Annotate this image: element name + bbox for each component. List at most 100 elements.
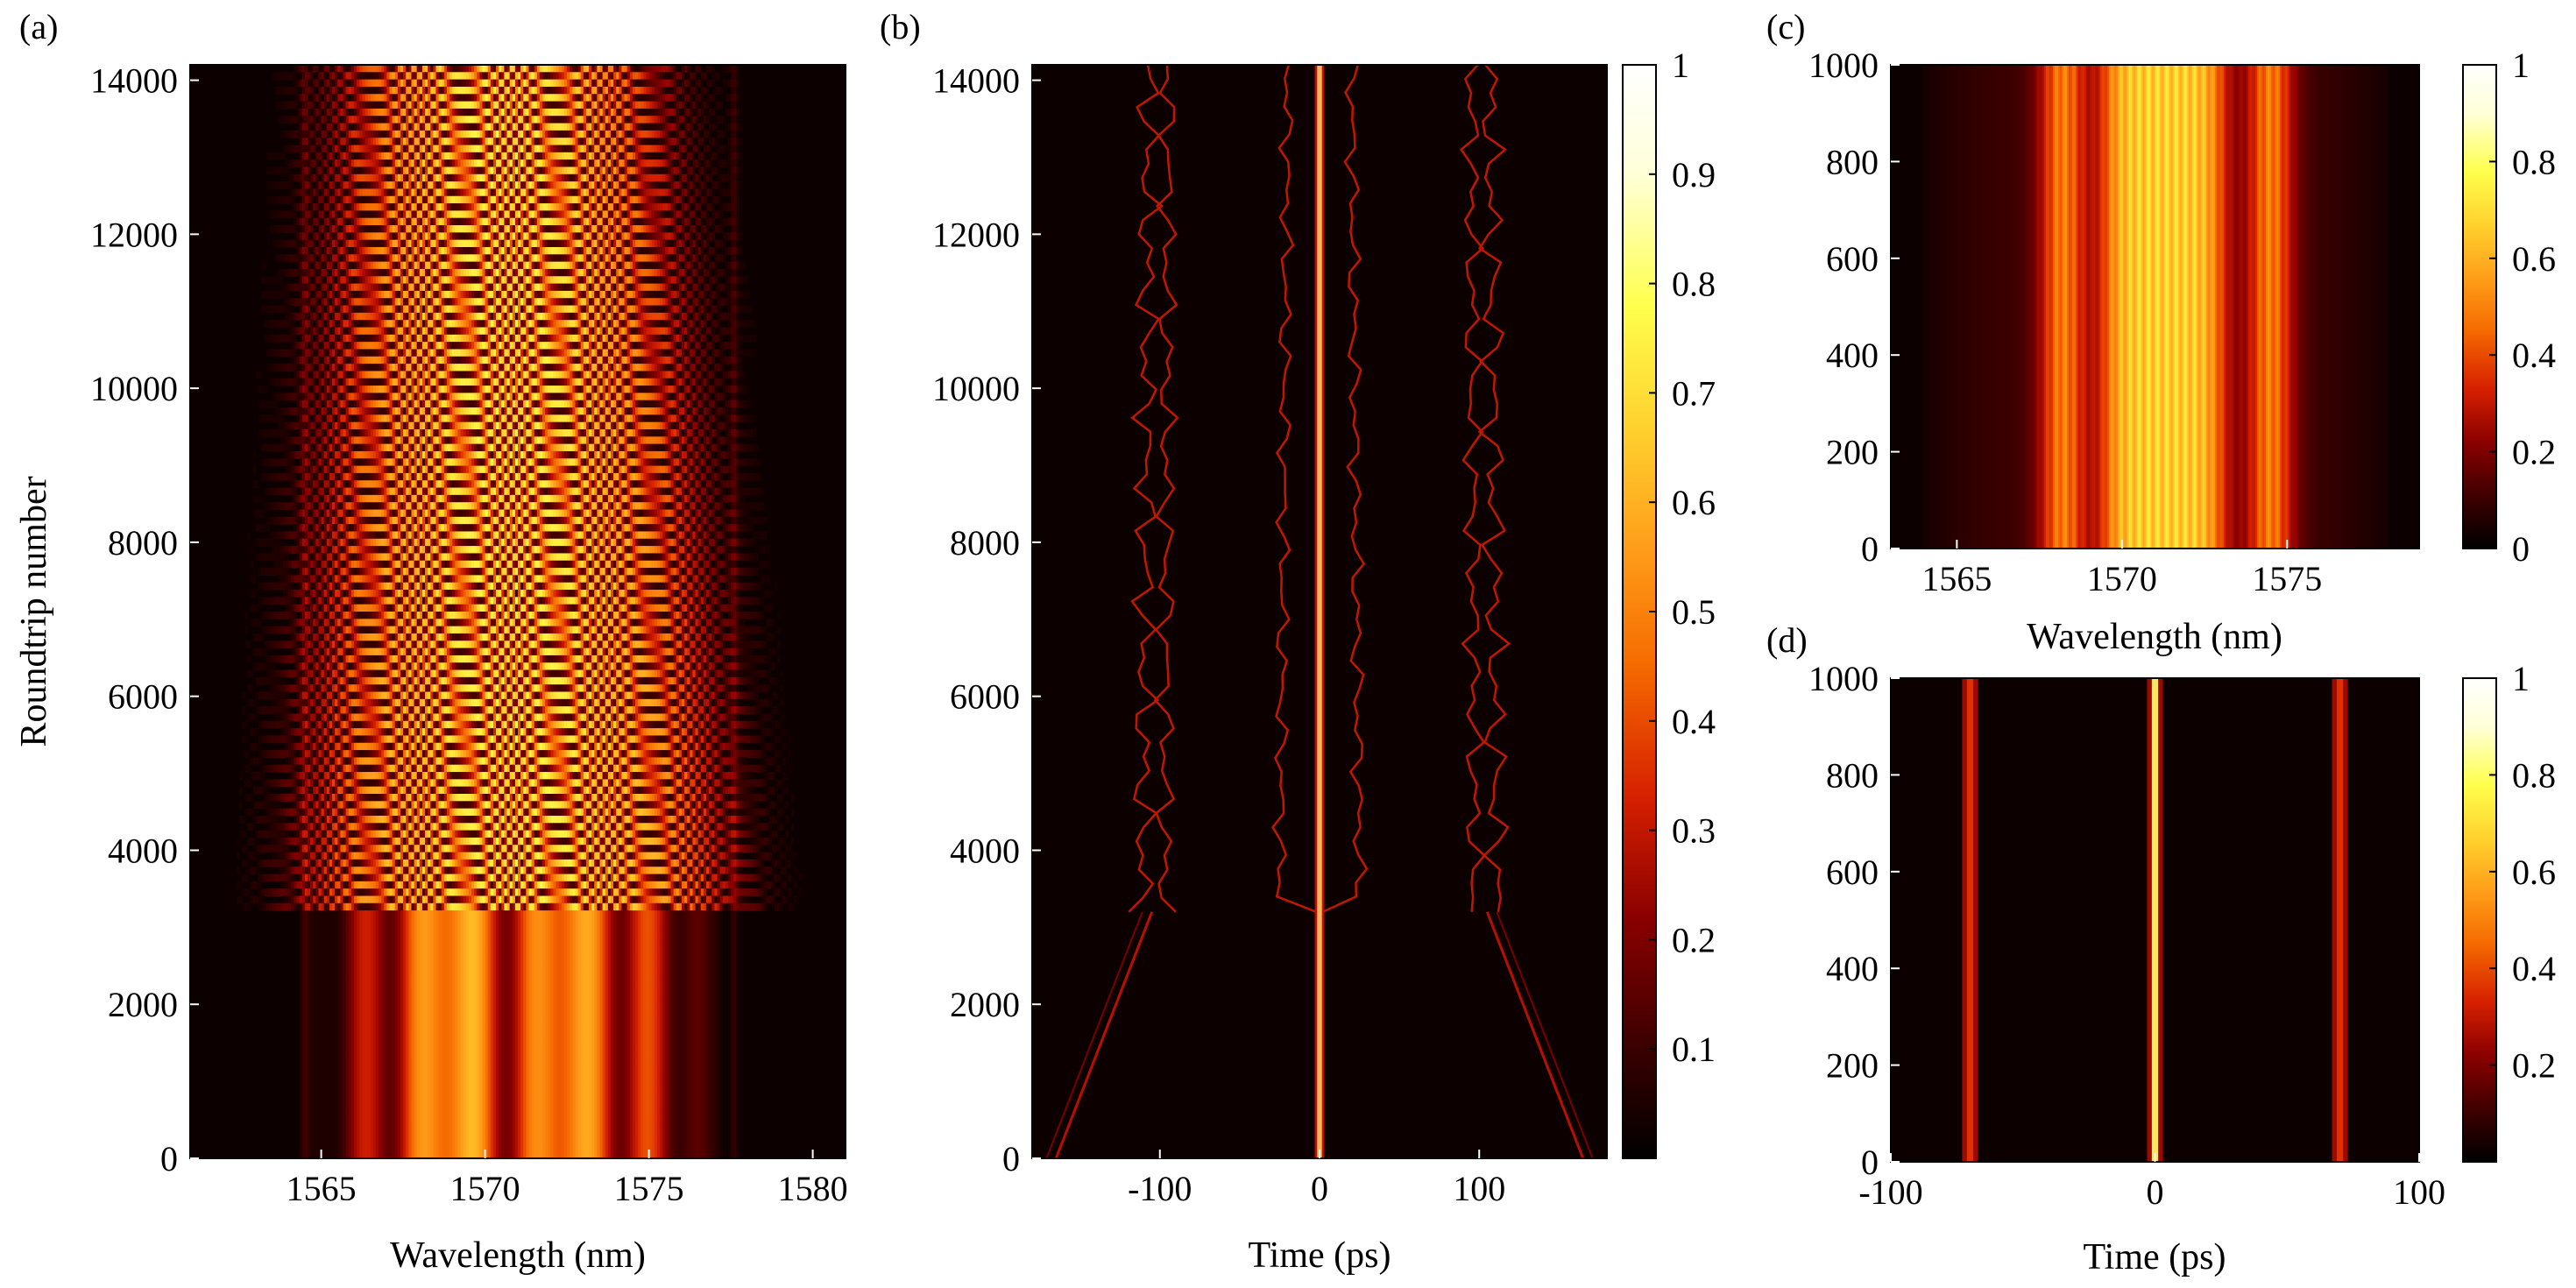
heatmap-cell <box>711 65 715 73</box>
heatmap-cell <box>676 80 680 88</box>
heatmap-cell <box>679 152 683 160</box>
heatmap-cell <box>313 102 316 110</box>
heatmap-cell <box>704 152 707 160</box>
heatmap-cell <box>690 247 693 255</box>
heatmap-cell <box>288 166 292 174</box>
heatmap-cell <box>679 138 683 145</box>
heatmap-cell <box>690 232 693 240</box>
heatmap-cell <box>709 284 712 292</box>
heatmap-cell <box>709 269 712 277</box>
heatmap-cell <box>682 72 685 80</box>
heatmap-cell <box>723 116 726 124</box>
heatmap-cell <box>736 116 740 124</box>
heatmap-cell <box>690 94 693 102</box>
heatmap-cell <box>696 116 699 124</box>
heatmap-cell <box>704 181 707 189</box>
heatmap-cell <box>736 196 740 204</box>
heatmap-cell <box>711 80 715 88</box>
heatmap-cell <box>718 72 721 80</box>
heatmap-cell <box>318 109 322 117</box>
heatmap-cell <box>692 152 696 160</box>
figure: (a) 1565 1570 1575 158002000400060008000100… <box>0 0 2576 1288</box>
heatmap-cell <box>318 94 322 102</box>
heatmap-cell <box>682 196 685 204</box>
heatmap-cell <box>714 262 718 270</box>
heatmap-cell <box>736 210 740 218</box>
heatmap-cell <box>739 181 742 189</box>
heatmap-cell <box>698 174 702 182</box>
heatmap-cell <box>709 174 712 182</box>
heatmap-cell <box>706 240 710 248</box>
heatmap-cell <box>687 159 690 167</box>
heatmap-cell <box>698 145 702 153</box>
heatmap-cell <box>690 124 693 131</box>
heatmap-cell <box>723 131 726 138</box>
heatmap-cell <box>313 87 316 95</box>
heatmap-cell <box>283 152 287 160</box>
heatmap-cell <box>701 262 704 270</box>
heatmap-cell <box>736 87 740 95</box>
heatmap-cell <box>698 203 702 211</box>
heatmap-cell <box>696 102 699 110</box>
heatmap-cell <box>698 65 702 73</box>
heatmap-cell <box>696 240 699 248</box>
heatmap-cell <box>310 166 314 174</box>
heatmap-cell <box>736 109 740 117</box>
heatmap-cell <box>313 254 316 262</box>
heatmap-cell <box>720 102 724 110</box>
heatmap-cell <box>706 87 710 95</box>
heatmap-cell <box>718 196 721 204</box>
heatmap-cell <box>736 145 740 153</box>
heatmap-cell <box>711 94 715 102</box>
heatmap-cell <box>684 131 688 138</box>
heatmap-cell <box>736 188 740 196</box>
heatmap-cell <box>696 225 699 233</box>
heatmap-cell <box>742 262 746 270</box>
heatmap-cell <box>709 145 712 153</box>
heatmap-cell <box>739 124 742 131</box>
heatmap-cell <box>706 225 710 233</box>
heatmap-cell <box>294 72 297 80</box>
heatmap-cell <box>701 138 704 145</box>
heatmap-cell <box>736 174 740 182</box>
heatmap-cell <box>706 254 710 262</box>
heatmap-cell <box>704 196 707 204</box>
heatmap-cell <box>310 196 314 204</box>
heatmap-cell <box>701 124 704 131</box>
heatmap-cell <box>736 203 740 211</box>
panel-label-a: (a) <box>19 7 58 46</box>
heatmap-cell <box>701 232 704 240</box>
heatmap-cell <box>696 254 699 262</box>
heatmap-cell <box>690 80 693 88</box>
heatmap-cell <box>692 196 696 204</box>
heatmap-cell <box>701 109 704 117</box>
heatmap-cell <box>698 159 702 167</box>
heatmap-cell <box>718 181 721 189</box>
heatmap-cell <box>739 247 742 255</box>
heatmap-cell <box>308 262 311 270</box>
panel-a: (a) 1565 1570 1575 158002000400060008000100… <box>14 7 848 1276</box>
heatmap-cell <box>687 174 690 182</box>
heatmap-cell <box>706 102 710 110</box>
heatmap-cell <box>723 254 726 262</box>
heatmap-cell <box>720 225 724 233</box>
heatmap-cell <box>736 131 740 138</box>
heatmap-cell <box>692 181 696 189</box>
heatmap-cell <box>308 109 311 117</box>
heatmap-cell <box>684 102 688 110</box>
heatmap-cell <box>706 131 710 138</box>
heatmap-cell <box>315 188 319 196</box>
heatmap-cell <box>720 87 724 95</box>
heatmap-cell <box>736 269 740 277</box>
heatmap-cell <box>324 102 328 110</box>
heatmap-cell <box>704 276 707 284</box>
heatmap-cell <box>736 240 740 248</box>
heatmap-cell <box>739 138 742 145</box>
heatmap-cell <box>701 218 704 226</box>
heatmap-cell <box>690 109 693 117</box>
heatmap-cell <box>736 218 740 226</box>
heatmap-cell <box>280 276 284 284</box>
heatmap-cell <box>711 232 715 240</box>
heatmap-cell <box>701 94 704 102</box>
heatmap-cell <box>739 232 742 240</box>
